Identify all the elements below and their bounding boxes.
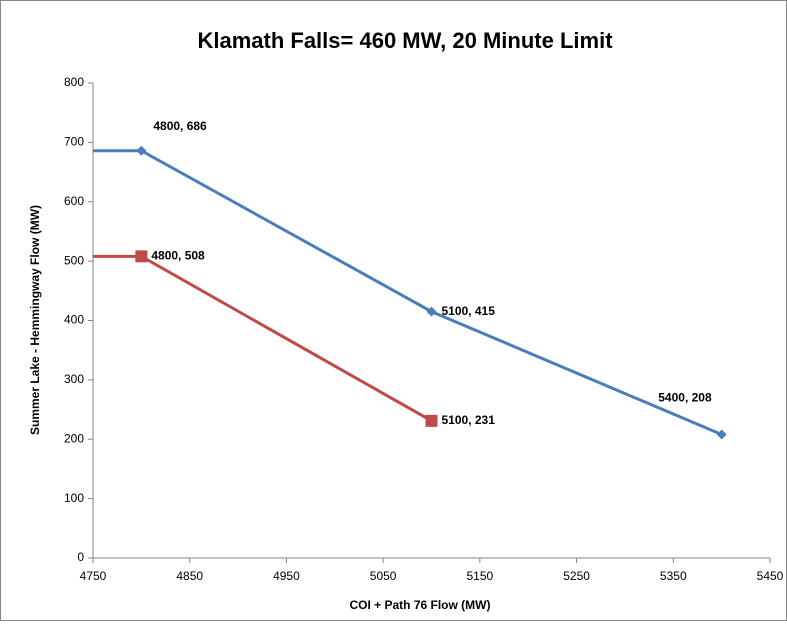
x-tick-label: 5350 bbox=[660, 569, 687, 583]
x-tick-label: 5050 bbox=[370, 569, 397, 583]
x-tick-label: 4750 bbox=[80, 569, 107, 583]
y-tick-label: 100 bbox=[64, 491, 84, 505]
x-tick-label: 4950 bbox=[273, 569, 300, 583]
marker bbox=[426, 306, 437, 317]
data-label: 4800, 508 bbox=[151, 249, 205, 263]
chart-title: Klamath Falls= 460 MW, 20 Minute Limit bbox=[197, 28, 613, 53]
y-tick-label: 0 bbox=[77, 550, 84, 564]
marker bbox=[135, 250, 148, 263]
y-tick-label: 500 bbox=[64, 253, 84, 267]
y-tick-label: 300 bbox=[64, 372, 84, 386]
x-axis-title: COI + Path 76 Flow (MW) bbox=[349, 598, 490, 612]
y-tick-label: 200 bbox=[64, 431, 84, 445]
y-axis-title: Summer Lake - Hemmingway Flow (MW) bbox=[28, 205, 42, 435]
y-tick-label: 700 bbox=[64, 135, 84, 149]
x-tick-label: 5250 bbox=[563, 569, 590, 583]
data-label: 5400, 208 bbox=[658, 391, 712, 405]
y-tick-label: 600 bbox=[64, 194, 84, 208]
marker bbox=[136, 145, 147, 156]
data-label: 5100, 415 bbox=[442, 304, 496, 318]
x-tick-label: 5450 bbox=[757, 569, 784, 583]
marker bbox=[716, 429, 727, 440]
data-label: 5100, 231 bbox=[442, 413, 496, 427]
y-tick-label: 400 bbox=[64, 313, 84, 327]
series-line bbox=[93, 149, 723, 436]
marker bbox=[425, 414, 438, 427]
x-tick-label: 5150 bbox=[467, 569, 494, 583]
y-tick-label: 800 bbox=[64, 75, 84, 89]
x-tick-label: 4850 bbox=[176, 569, 203, 583]
data-label: 4800, 686 bbox=[153, 119, 207, 133]
